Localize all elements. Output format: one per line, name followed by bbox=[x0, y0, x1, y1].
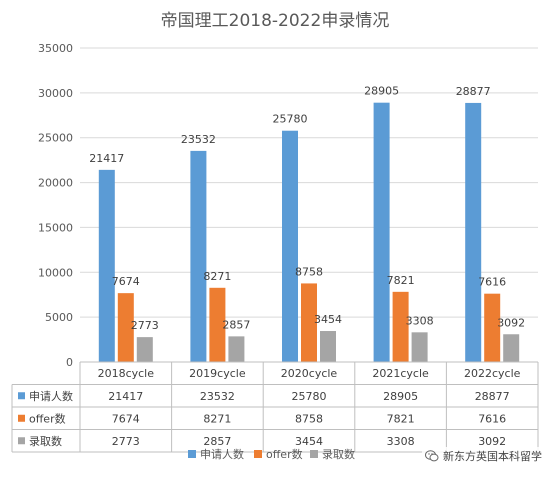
category-label: 2020cycle bbox=[281, 367, 338, 380]
bar-录取数-2020cycle bbox=[320, 331, 336, 362]
data-label: 21417 bbox=[89, 152, 124, 165]
bar-offer数-2018cycle bbox=[117, 293, 134, 362]
y-tick-label: 15000 bbox=[38, 221, 73, 234]
data-label: 7821 bbox=[387, 274, 415, 287]
data-label: 3092 bbox=[497, 316, 525, 329]
bar-offer数-2021cycle bbox=[392, 291, 409, 362]
bar-录取数-2021cycle bbox=[411, 332, 428, 362]
table-cell: 25780 bbox=[292, 390, 327, 403]
bar-录取数-2022cycle bbox=[503, 334, 520, 362]
data-label: 25780 bbox=[273, 113, 308, 126]
category-label: 2018cycle bbox=[98, 367, 155, 380]
table-legend-key bbox=[18, 437, 25, 445]
table-cell: 28877 bbox=[475, 390, 510, 403]
legend-label: offer数 bbox=[266, 448, 303, 461]
legend: 申请人数 offer数 录取数 bbox=[188, 448, 355, 461]
category-label: 2019cycle bbox=[189, 367, 246, 380]
data-label: 7674 bbox=[112, 275, 140, 288]
legend-key bbox=[188, 450, 196, 458]
category-label: 2022cycle bbox=[464, 367, 521, 380]
table-series-name: 录取数 bbox=[29, 435, 62, 448]
y-tick-label: 5000 bbox=[45, 311, 73, 324]
data-label: 3454 bbox=[314, 313, 342, 326]
y-tick-label: 30000 bbox=[38, 87, 73, 100]
table-cell: 7616 bbox=[478, 413, 506, 426]
bar-offer数-2022cycle bbox=[484, 293, 501, 362]
chart-title: 帝国理工2018-2022申录情况 bbox=[161, 11, 390, 31]
data-label: 3308 bbox=[406, 314, 434, 327]
y-axis: 0 5000 10000 15000 20000 25000 30000 35000 bbox=[38, 42, 73, 369]
bar-申请人数-2018cycle bbox=[98, 169, 115, 362]
table-legend-key bbox=[18, 392, 25, 400]
data-label: 28905 bbox=[364, 85, 399, 98]
data-label: 2773 bbox=[131, 319, 159, 332]
data-label: 2857 bbox=[222, 318, 250, 331]
wechat-icon bbox=[425, 450, 439, 462]
data-labels: 21417 7674 2773 23532 8271 2857 25780 8758 3454 2… bbox=[89, 85, 525, 332]
table-cell: 2773 bbox=[112, 435, 140, 448]
table-cell: 21417 bbox=[108, 390, 143, 403]
table-legend-key bbox=[18, 414, 25, 422]
table-cell: 3308 bbox=[387, 435, 415, 448]
legend-key bbox=[310, 450, 318, 458]
bar-录取数-2019cycle bbox=[228, 336, 245, 362]
data-label: 23532 bbox=[181, 133, 216, 146]
data-label: 8271 bbox=[203, 270, 231, 283]
data-label: 8758 bbox=[295, 265, 323, 278]
legend-label: 录取数 bbox=[322, 448, 355, 461]
table-cell: 28905 bbox=[383, 390, 418, 403]
table-series-name: offer数 bbox=[29, 413, 66, 426]
bars bbox=[98, 102, 520, 363]
watermark: 新东方英国本科留学 bbox=[422, 447, 545, 465]
table-cell: 8758 bbox=[295, 413, 323, 426]
bar-申请人数-2022cycle bbox=[465, 102, 482, 362]
table-cell: 2857 bbox=[203, 435, 231, 448]
bar-offer数-2019cycle bbox=[209, 287, 226, 362]
bar-offer数-2020cycle bbox=[301, 283, 317, 362]
y-tick-label: 20000 bbox=[38, 177, 73, 190]
table-series-name: 申请人数 bbox=[29, 390, 73, 403]
y-tick-label: 10000 bbox=[38, 266, 73, 279]
legend-key bbox=[254, 450, 262, 458]
bar-录取数-2018cycle bbox=[136, 337, 153, 362]
y-tick-label: 0 bbox=[66, 356, 73, 369]
table-cell: 23532 bbox=[200, 390, 235, 403]
table-cell: 8271 bbox=[203, 413, 231, 426]
bar-申请人数-2019cycle bbox=[190, 150, 207, 362]
category-label: 2021cycle bbox=[372, 367, 429, 380]
watermark-text: 新东方英国本科留学 bbox=[443, 450, 542, 463]
legend-label: 申请人数 bbox=[200, 448, 244, 461]
y-tick-label: 25000 bbox=[38, 132, 73, 145]
bar-申请人数-2020cycle bbox=[282, 130, 298, 362]
data-label: 28877 bbox=[456, 85, 491, 98]
data-table: 2018cycle 2019cycle 2020cycle 2021cycle 2022… bbox=[11, 361, 539, 453]
y-tick-label: 35000 bbox=[38, 42, 73, 55]
table-cell: 3454 bbox=[295, 435, 323, 448]
table-cell: 7674 bbox=[112, 413, 140, 426]
table-cell: 7821 bbox=[387, 413, 415, 426]
table-cell: 3092 bbox=[478, 435, 506, 448]
bar-申请人数-2021cycle bbox=[373, 102, 390, 363]
gridlines bbox=[80, 47, 538, 363]
data-label: 7616 bbox=[478, 276, 506, 289]
